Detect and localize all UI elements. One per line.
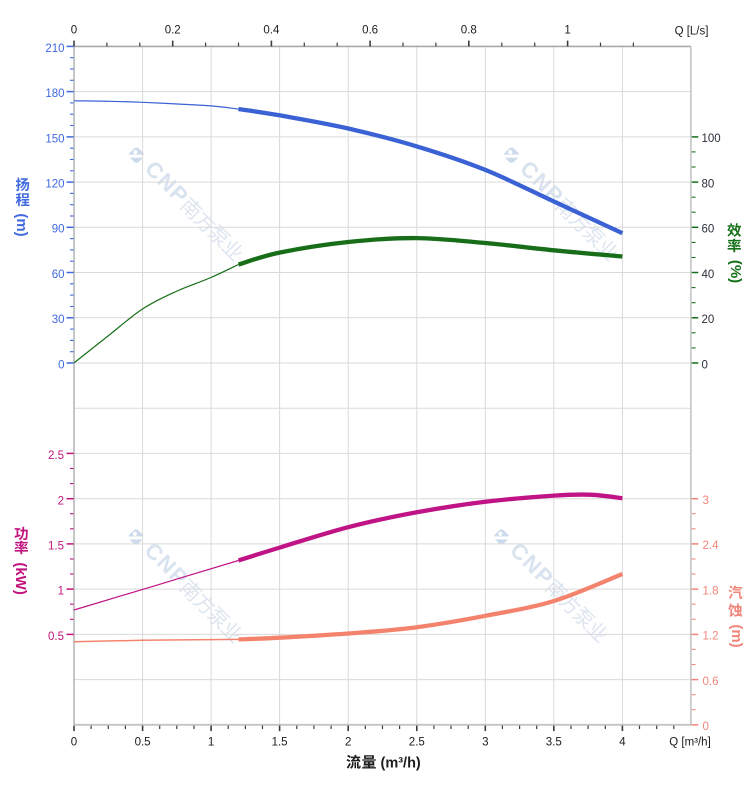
svg-text:0.4: 0.4 <box>263 25 280 37</box>
svg-text:0.5: 0.5 <box>135 737 151 749</box>
svg-text:60: 60 <box>52 269 65 281</box>
svg-text:2.4: 2.4 <box>703 540 720 552</box>
svg-text:2: 2 <box>58 495 64 507</box>
svg-text:4: 4 <box>619 737 626 749</box>
svg-text:Q [m³/h]: Q [m³/h] <box>669 737 711 749</box>
svg-text:(m³/h): (m³/h) <box>381 756 421 772</box>
svg-text:(kW): (kW) <box>12 562 29 595</box>
svg-text:2.5: 2.5 <box>409 737 425 749</box>
svg-text:0.2: 0.2 <box>165 25 181 37</box>
svg-text:(m): (m) <box>13 213 30 236</box>
svg-text:1: 1 <box>208 737 214 749</box>
svg-text:Q [L/s]: Q [L/s] <box>675 26 709 38</box>
svg-text:3: 3 <box>482 737 488 749</box>
svg-text:1.2: 1.2 <box>703 631 719 643</box>
svg-text:0: 0 <box>71 25 77 37</box>
svg-text:1.5: 1.5 <box>272 737 288 749</box>
svg-text:(m): (m) <box>728 624 745 647</box>
svg-text:3.5: 3.5 <box>546 737 562 749</box>
svg-text:60: 60 <box>702 224 715 236</box>
svg-text:20: 20 <box>702 314 715 326</box>
svg-text:(%): (%) <box>727 260 744 283</box>
svg-text:180: 180 <box>45 88 64 100</box>
svg-text:1: 1 <box>564 25 570 37</box>
svg-text:0: 0 <box>702 359 708 371</box>
svg-text:150: 150 <box>45 133 64 145</box>
svg-text:3: 3 <box>703 495 709 507</box>
svg-text:1: 1 <box>58 586 64 598</box>
svg-text:1.5: 1.5 <box>48 541 64 553</box>
svg-text:100: 100 <box>702 133 721 145</box>
svg-text:2.5: 2.5 <box>48 450 64 462</box>
svg-text:40: 40 <box>702 269 715 281</box>
svg-text:120: 120 <box>45 179 64 191</box>
svg-text:90: 90 <box>52 224 65 236</box>
svg-text:0.6: 0.6 <box>362 25 378 37</box>
svg-text:30: 30 <box>52 314 65 326</box>
svg-text:2: 2 <box>345 737 351 749</box>
svg-text:0.6: 0.6 <box>703 676 719 688</box>
svg-text:0: 0 <box>58 359 64 371</box>
svg-text:0.8: 0.8 <box>461 25 477 37</box>
svg-text:0: 0 <box>703 721 709 733</box>
svg-text:0.5: 0.5 <box>48 631 64 643</box>
svg-text:1.8: 1.8 <box>703 585 719 597</box>
svg-text:80: 80 <box>702 178 715 190</box>
svg-text:210: 210 <box>45 43 64 55</box>
svg-text:0: 0 <box>71 737 77 749</box>
